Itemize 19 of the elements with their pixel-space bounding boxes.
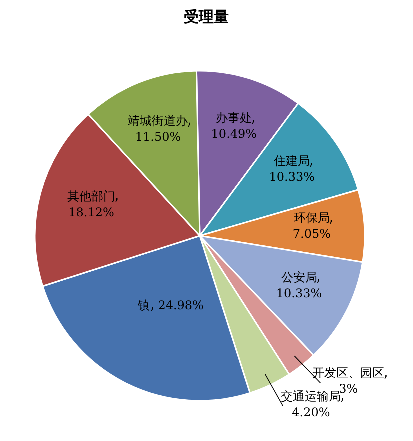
data-label: 11.50%: [135, 130, 182, 144]
data-label: 18.12%: [68, 205, 114, 220]
slice-label: 镇: [137, 298, 150, 312]
slice-label: 开发区、园区: [312, 366, 385, 380]
chart-title: 受理量: [183, 8, 229, 26]
data-label: 3%: [339, 382, 358, 396]
data-label: 7.05%: [292, 227, 332, 242]
data-label: 4.20%: [292, 405, 330, 420]
slice-label: 办事处: [216, 111, 252, 126]
slice-label: 靖城街道办: [128, 114, 188, 128]
slice-label: 交通运输局: [281, 389, 342, 404]
slice-label: 其他部门: [68, 189, 116, 204]
data-label: 10.33%: [269, 170, 316, 184]
data-label: 10.49%: [211, 127, 258, 142]
slice-label: 公安局: [281, 270, 318, 284]
slice-label: 环保局: [294, 211, 330, 226]
data-label: 10.33%: [276, 286, 322, 300]
slice-label: 住建局: [273, 154, 310, 168]
data-label: 24.98%: [158, 298, 204, 312]
